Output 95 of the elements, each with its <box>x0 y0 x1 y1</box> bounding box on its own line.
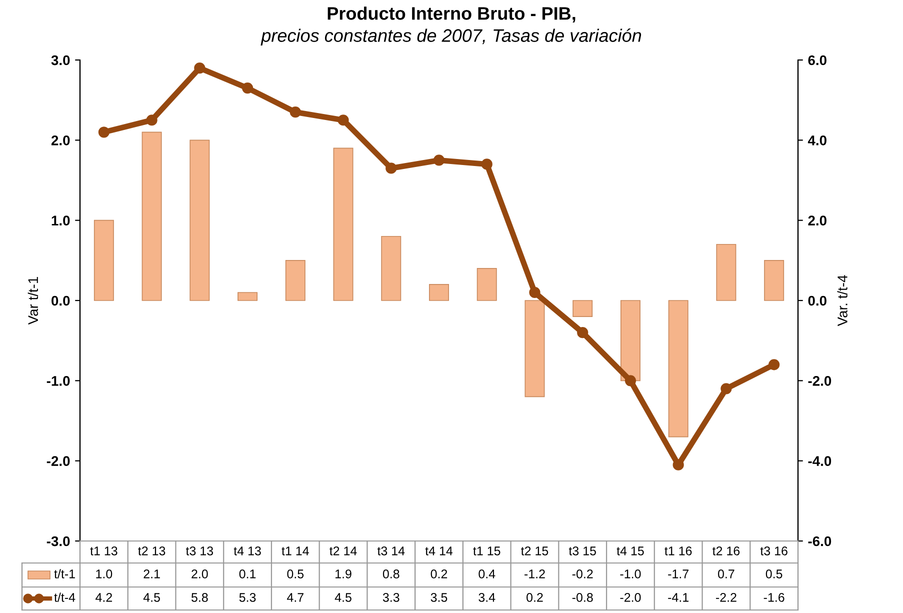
data-label: 3.5 <box>430 593 448 602</box>
bar <box>620 300 640 382</box>
bar <box>716 244 736 301</box>
x-tick-label: t4 15 <box>616 546 644 556</box>
x-tick-label: t1 13 <box>90 546 118 556</box>
data-label: 1.0 <box>96 570 112 578</box>
bar <box>190 140 210 301</box>
y2-tick-label: -6.0 <box>808 536 832 546</box>
y-tick-label: -3.0 <box>46 536 70 546</box>
point <box>242 82 254 94</box>
bar <box>476 268 497 301</box>
x-tick-label: t4 14 <box>425 546 453 556</box>
data-label: 4.5 <box>334 593 352 602</box>
data-label: -1.2 <box>524 570 545 578</box>
y-tick-label: 0.0 <box>52 296 70 306</box>
data-label: 4.7 <box>287 593 304 602</box>
bar <box>429 284 449 301</box>
point <box>338 114 349 126</box>
x-tick-label: t3 13 <box>186 546 214 556</box>
x-tick-label: t3 16 <box>760 546 788 556</box>
y-tick-label: 3.0 <box>51 55 70 66</box>
data-label: 5.8 <box>191 593 208 602</box>
x-tick-label: t2 14 <box>330 546 357 556</box>
data-label: 0.2 <box>526 593 543 602</box>
data-label: 2.1 <box>144 570 160 578</box>
y-tick-label: 1.0 <box>52 216 70 226</box>
point <box>529 286 540 298</box>
x-tick-label: t2 15 <box>521 546 548 556</box>
x-tick-label: t3 15 <box>568 546 596 556</box>
point <box>290 106 301 118</box>
data-label: 5.3 <box>239 593 256 602</box>
point <box>624 375 636 386</box>
bar <box>668 300 688 438</box>
point <box>194 62 206 74</box>
data-label: 0.1 <box>239 570 256 578</box>
bar <box>94 220 114 301</box>
data-label: 0.4 <box>478 570 496 578</box>
legend-label: t/t-1 <box>54 569 75 578</box>
data-label: 2.0 <box>192 570 208 578</box>
y2-tick-label: 6.0 <box>808 55 826 66</box>
data-label: 0.8 <box>382 570 400 578</box>
bar <box>381 236 402 301</box>
x-tick-label: t1 14 <box>282 546 309 556</box>
bar <box>572 300 593 317</box>
x-tick-label: t2 13 <box>138 546 166 556</box>
data-label: 3.3 <box>382 593 400 602</box>
data-label: 0.2 <box>430 570 448 578</box>
y2-tick-label: -2.0 <box>808 376 832 386</box>
legend-label: t/t-4 <box>54 592 76 602</box>
data-label: 4.5 <box>143 593 160 602</box>
y2-axis-title: Var. t/t-4 <box>837 275 848 326</box>
point <box>433 154 445 166</box>
chart-title: Producto Interno Bruto - PIB, <box>328 6 576 22</box>
bar <box>285 260 306 301</box>
data-label: 3.4 <box>478 593 496 602</box>
y2-tick-label: 2.0 <box>808 216 826 226</box>
data-label: 0.7 <box>718 570 734 578</box>
data-label: 0.5 <box>287 570 304 578</box>
x-tick-label: t4 13 <box>234 546 261 556</box>
point <box>386 162 397 174</box>
y-tick-label: -1.0 <box>46 376 70 386</box>
point <box>146 114 158 126</box>
bar <box>333 148 354 301</box>
point <box>98 126 110 138</box>
data-label: -2.0 <box>620 593 641 602</box>
y2-tick-label: 0.0 <box>808 296 826 306</box>
y2-tick-label: -4.0 <box>808 456 832 466</box>
data-label: -4.1 <box>668 593 688 602</box>
x-tick-label: t1 16 <box>664 546 692 556</box>
point <box>768 359 780 370</box>
y2-tick-label: 4.0 <box>808 136 826 146</box>
data-label: -0.8 <box>572 593 593 602</box>
data-label: -1.0 <box>620 570 641 578</box>
y-axis-title: Var t/t-1 <box>28 276 38 325</box>
data-label: -1.6 <box>764 593 784 602</box>
bar <box>238 292 258 301</box>
chart-subtitle: precios constantes de 2007, Tasas de variación <box>260 28 642 46</box>
bar <box>524 300 545 398</box>
data-label: -0.2 <box>572 570 593 578</box>
data-label: 0.5 <box>766 570 782 578</box>
data-label: 1.9 <box>336 570 352 578</box>
y-tick-label: -2.0 <box>46 456 70 466</box>
x-tick-label: t3 14 <box>377 546 405 556</box>
bar <box>142 132 162 301</box>
data-label: 4.2 <box>96 593 112 602</box>
x-tick-label: t2 16 <box>712 546 740 556</box>
bar <box>764 260 784 301</box>
data-label: -2.2 <box>716 593 736 602</box>
point <box>481 158 492 170</box>
y-tick-label: 2.0 <box>51 136 70 146</box>
point <box>577 327 588 338</box>
point <box>720 383 732 394</box>
point <box>672 459 684 470</box>
data-label: -1.7 <box>668 570 688 578</box>
x-tick-label: t1 15 <box>473 546 500 556</box>
